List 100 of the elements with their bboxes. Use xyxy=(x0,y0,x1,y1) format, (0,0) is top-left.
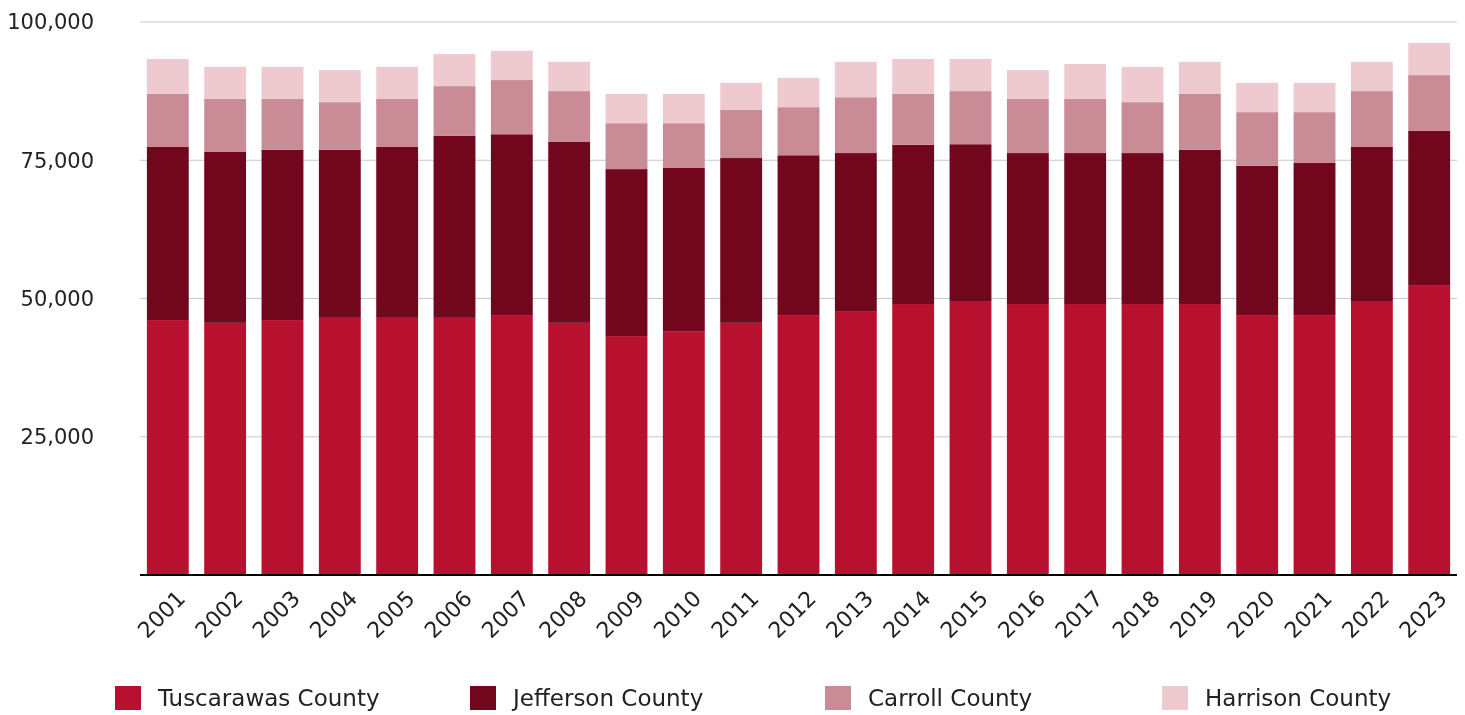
bar xyxy=(376,66,419,99)
bar xyxy=(1408,285,1451,575)
bar xyxy=(1293,315,1336,575)
bar xyxy=(1006,153,1049,305)
bar xyxy=(1006,304,1049,575)
legend-label: Tuscarawas County xyxy=(157,685,380,712)
y-tick-label: 75,000 xyxy=(20,148,94,173)
bar xyxy=(433,135,476,318)
bar xyxy=(490,134,533,316)
bar xyxy=(720,322,763,575)
bar xyxy=(1408,130,1451,286)
bar xyxy=(1236,315,1279,575)
bar xyxy=(204,66,247,99)
bar xyxy=(1121,102,1164,154)
bar xyxy=(949,144,992,302)
bar xyxy=(204,98,247,152)
bar xyxy=(433,86,476,136)
bar xyxy=(146,146,189,321)
bar xyxy=(834,97,877,154)
bar xyxy=(548,322,591,575)
bar xyxy=(433,317,476,575)
bar xyxy=(892,304,935,575)
bar xyxy=(1178,304,1221,575)
bar xyxy=(1178,61,1221,94)
bar xyxy=(490,80,533,135)
bar xyxy=(318,102,361,150)
bar xyxy=(1350,146,1393,302)
bar xyxy=(1121,153,1164,305)
bar xyxy=(777,155,820,316)
bar xyxy=(204,151,247,323)
bar xyxy=(662,167,705,332)
bar xyxy=(548,142,591,323)
bar xyxy=(605,123,648,170)
bar xyxy=(720,158,763,323)
bar xyxy=(892,144,935,305)
bar xyxy=(318,70,361,103)
legend-label: Carroll County xyxy=(868,685,1033,712)
bar xyxy=(490,315,533,575)
bar xyxy=(1121,66,1164,103)
bar xyxy=(949,301,992,575)
bar xyxy=(261,98,304,150)
bar xyxy=(1006,98,1049,154)
bar xyxy=(662,123,705,168)
bar xyxy=(605,336,648,575)
bar xyxy=(318,317,361,575)
bar xyxy=(1121,304,1164,575)
bar xyxy=(1350,91,1393,147)
legend-label: Jefferson County xyxy=(511,685,704,712)
bar xyxy=(548,91,591,142)
bar xyxy=(204,322,247,575)
bar xyxy=(834,153,877,312)
bar xyxy=(318,149,361,318)
bar xyxy=(1293,82,1336,113)
bar xyxy=(1064,153,1107,305)
y-tick-label: 50,000 xyxy=(20,286,94,311)
bar xyxy=(605,169,648,337)
bar xyxy=(261,149,304,321)
bar xyxy=(1293,112,1336,164)
bar xyxy=(146,320,189,575)
bar xyxy=(1064,98,1107,154)
bar xyxy=(146,93,189,147)
bar xyxy=(1293,163,1336,316)
bar xyxy=(662,331,705,575)
bar xyxy=(1006,70,1049,99)
bar xyxy=(1350,301,1393,575)
bar xyxy=(834,61,877,98)
bar xyxy=(777,315,820,575)
bar xyxy=(376,98,419,147)
bar xyxy=(376,317,419,575)
bar xyxy=(548,61,591,92)
bar xyxy=(1064,304,1107,575)
bar xyxy=(1178,93,1221,150)
bar xyxy=(1178,149,1221,305)
bar xyxy=(949,59,992,92)
bar xyxy=(1236,112,1279,166)
bar xyxy=(1408,75,1451,131)
bar xyxy=(261,66,304,99)
bar xyxy=(720,82,763,110)
bar xyxy=(777,77,820,108)
bar xyxy=(892,93,935,145)
bar xyxy=(1236,165,1279,316)
bar xyxy=(605,93,648,124)
bar xyxy=(376,146,419,318)
bar xyxy=(834,311,877,575)
bar xyxy=(1064,64,1107,99)
bar xyxy=(777,107,820,156)
y-tick-label: 25,000 xyxy=(20,425,94,450)
legend-label: Harrison County xyxy=(1205,685,1392,712)
bar xyxy=(1350,61,1393,92)
bar xyxy=(1408,43,1451,76)
bar xyxy=(1236,82,1279,113)
bar xyxy=(662,93,705,124)
bar xyxy=(146,59,189,94)
bar xyxy=(490,50,533,81)
bar xyxy=(949,91,992,145)
bar xyxy=(720,109,763,159)
bar xyxy=(433,54,476,87)
bar xyxy=(892,59,935,94)
bar xyxy=(261,320,304,575)
y-tick-label: 100,000 xyxy=(7,10,94,35)
